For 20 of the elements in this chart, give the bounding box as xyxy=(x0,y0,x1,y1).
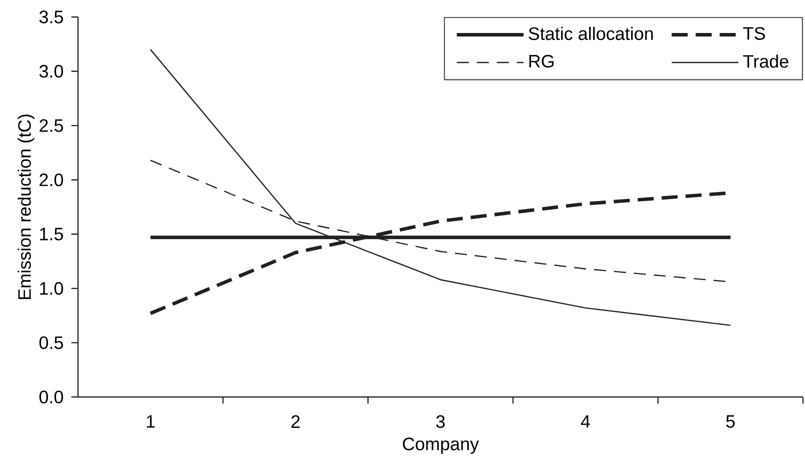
x-tick-label: 5 xyxy=(726,415,735,428)
y-tick-label: 2.0 xyxy=(40,173,64,186)
y-tick-label: 0.0 xyxy=(39,390,64,404)
y-tick-label: 3.5 xyxy=(39,10,63,24)
y-tick-label: 2.5 xyxy=(40,119,63,132)
x-tick-label: 2 xyxy=(291,415,300,428)
y-tick-label: 3.0 xyxy=(39,64,64,78)
line-series xyxy=(150,48,732,326)
y-tick-label: 1.0 xyxy=(40,282,64,295)
y-tick-label: 1.5 xyxy=(40,228,63,240)
legend-label: Trade xyxy=(743,54,788,68)
legend-label: RG xyxy=(529,54,554,68)
legend-label: Static allocation xyxy=(528,26,653,40)
legend-label: TS xyxy=(743,27,765,40)
y-axis-title: Emission reduction (tC) xyxy=(18,114,34,300)
x-tick-label: 1 xyxy=(146,415,155,428)
x-axis-title: Company xyxy=(402,438,479,454)
x-tick-label: 3 xyxy=(436,415,445,428)
x-tick-label: 4 xyxy=(580,415,590,428)
y-tick-label: 0.5 xyxy=(39,336,63,350)
